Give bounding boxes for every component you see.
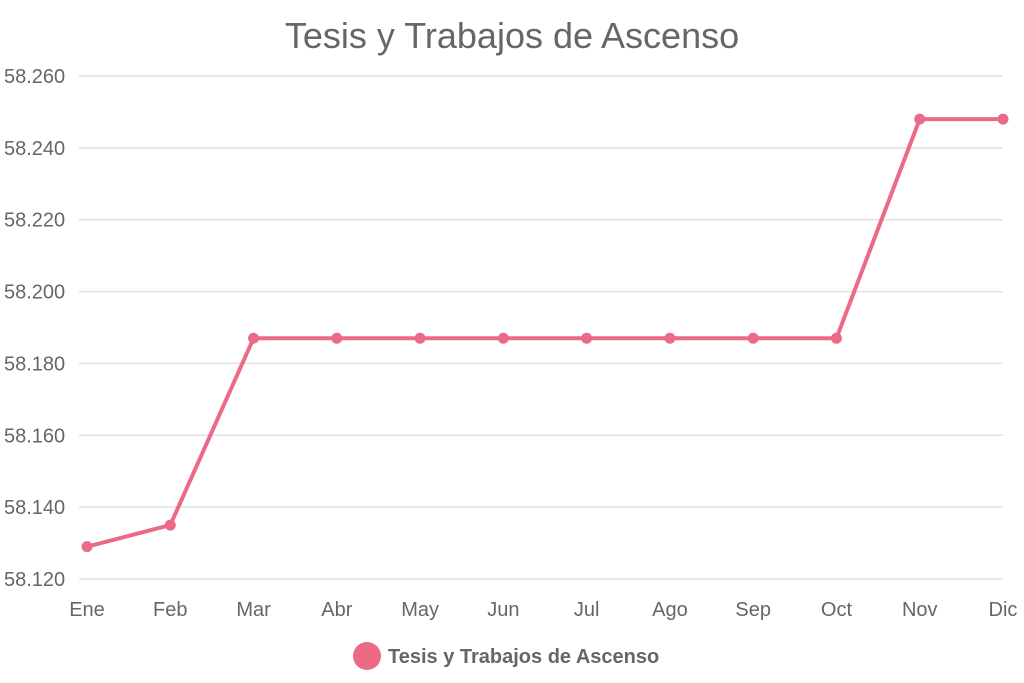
x-tick-label: Dic <box>989 599 1018 621</box>
x-axis: Ene Feb Mar Abr May Jun Jul Ago Sep Oct Nov Dic <box>69 599 1017 621</box>
data-point[interactable] <box>747 332 759 344</box>
x-tick-label: Feb <box>153 599 187 621</box>
y-axis: 58.120 58.140 58.160 58.180 58.200 58.220 58.2… <box>4 66 65 591</box>
chart-title: Tesis y Trabajos de Ascenso <box>285 15 739 56</box>
grid <box>79 75 1003 580</box>
y-tick-label: 58.220 <box>4 210 65 232</box>
x-tick-label: Abr <box>321 599 352 621</box>
y-tick-label: 58.160 <box>4 425 65 447</box>
x-tick-label: Mar <box>236 599 271 621</box>
data-point[interactable] <box>331 332 343 344</box>
data-point[interactable] <box>248 332 260 344</box>
legend-label[interactable]: Tesis y Trabajos de Ascenso <box>388 646 659 668</box>
data-point[interactable] <box>414 332 426 344</box>
y-tick-label: 58.260 <box>4 66 65 88</box>
data-point[interactable] <box>997 113 1009 125</box>
data-point[interactable] <box>581 332 593 344</box>
y-tick-label: 58.200 <box>4 282 65 304</box>
y-tick-label: 58.120 <box>4 569 65 591</box>
series-layer <box>81 113 1009 553</box>
x-tick-label: Oct <box>821 599 853 621</box>
legend[interactable]: Tesis y Trabajos de Ascenso <box>353 642 659 670</box>
x-tick-label: May <box>401 599 439 621</box>
x-tick-label: Ago <box>652 599 688 621</box>
series-line <box>85 117 1005 549</box>
x-tick-label: Jun <box>487 599 519 621</box>
legend-swatch[interactable] <box>353 642 381 670</box>
y-tick-label: 58.240 <box>4 138 65 160</box>
data-point[interactable] <box>164 519 176 531</box>
y-tick-label: 58.180 <box>4 353 65 375</box>
y-tick-label: 58.140 <box>4 497 65 519</box>
data-point[interactable] <box>497 332 509 344</box>
data-point[interactable] <box>830 332 842 344</box>
x-tick-label: Jul <box>574 599 600 621</box>
x-tick-label: Sep <box>735 599 771 621</box>
x-tick-label: Nov <box>902 599 938 621</box>
x-tick-label: Ene <box>69 599 105 621</box>
data-point[interactable] <box>664 332 676 344</box>
data-point[interactable] <box>914 113 926 125</box>
data-point[interactable] <box>81 541 93 553</box>
